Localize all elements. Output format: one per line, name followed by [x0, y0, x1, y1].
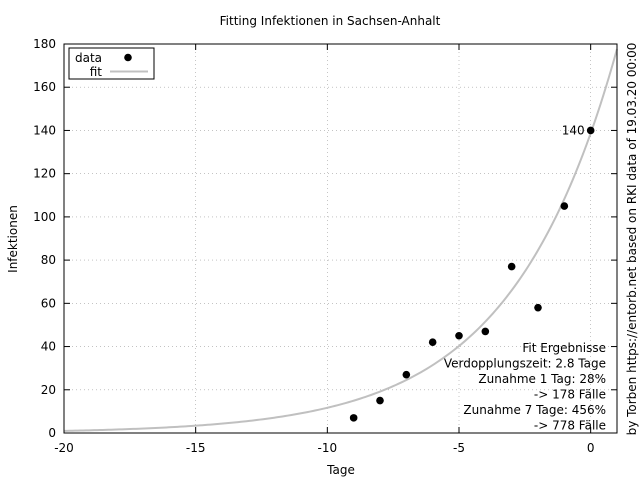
ticks: 0 20 40 60 80 100 120 140 160 180 -20 -15 -10 -5 0 — [33, 37, 617, 455]
y-tick-label: 40 — [41, 340, 56, 354]
side-note: by Torben https://entorb.net based on RK… — [625, 43, 639, 436]
y-tick-label: 0 — [48, 426, 56, 440]
data-point — [376, 396, 384, 405]
x-axis-label: Tage — [326, 463, 355, 477]
annotation-line: Zunahme 7 Tage: 456% — [463, 403, 606, 417]
data-point — [560, 202, 569, 210]
y-tick-label: 120 — [33, 167, 56, 181]
fit-layer — [63, 48, 618, 432]
x-tick-label: 0 — [587, 441, 595, 455]
y-tick-label: 140 — [33, 123, 56, 137]
data-point — [428, 338, 437, 347]
legend-marker-data — [124, 53, 132, 62]
chart-title: Fitting Infektionen in Sachsen-Anhalt — [220, 14, 441, 28]
grid — [64, 44, 617, 433]
annotation-line: Verdopplungszeit: 2.8 Tage — [444, 357, 606, 371]
legend-label-fit: fit — [90, 65, 103, 79]
y-tick-label: 180 — [33, 37, 56, 51]
fit-curve — [63, 48, 618, 432]
annotation-line: Zunahme 1 Tag: 28% — [478, 372, 606, 386]
data-point — [586, 126, 595, 135]
data-point — [481, 327, 490, 336]
legend-box — [68, 47, 155, 80]
y-tick-label: 60 — [41, 296, 56, 310]
data-points: 140 — [349, 123, 595, 422]
annotation-line: -> 778 Fälle — [534, 419, 606, 433]
data-label: 140 — [562, 123, 585, 137]
data-point — [349, 414, 358, 422]
data-point — [534, 303, 542, 312]
fit-results-annotation: Fit Ergebnisse Verdopplungszeit: 2.8 Tage… — [444, 341, 606, 433]
x-tick-label: -15 — [186, 441, 206, 455]
y-tick-label: 100 — [33, 210, 56, 224]
legend-label-data: data — [75, 51, 102, 65]
annotation-line: -> 178 Fälle — [534, 388, 606, 402]
annotation-line: Fit Ergebnisse — [522, 341, 606, 355]
data-point — [507, 262, 516, 271]
plot-frame — [63, 43, 618, 434]
y-tick-label: 20 — [41, 383, 56, 397]
y-axis-label: Infektionen — [6, 205, 20, 273]
legend: data fit — [68, 47, 155, 80]
data-point — [455, 331, 463, 340]
data-point — [402, 370, 411, 379]
x-tick-label: -5 — [453, 441, 465, 455]
y-tick-label: 160 — [33, 80, 56, 94]
x-tick-label: -20 — [54, 441, 74, 455]
y-tick-label: 80 — [41, 253, 56, 267]
x-tick-label: -10 — [318, 441, 338, 455]
